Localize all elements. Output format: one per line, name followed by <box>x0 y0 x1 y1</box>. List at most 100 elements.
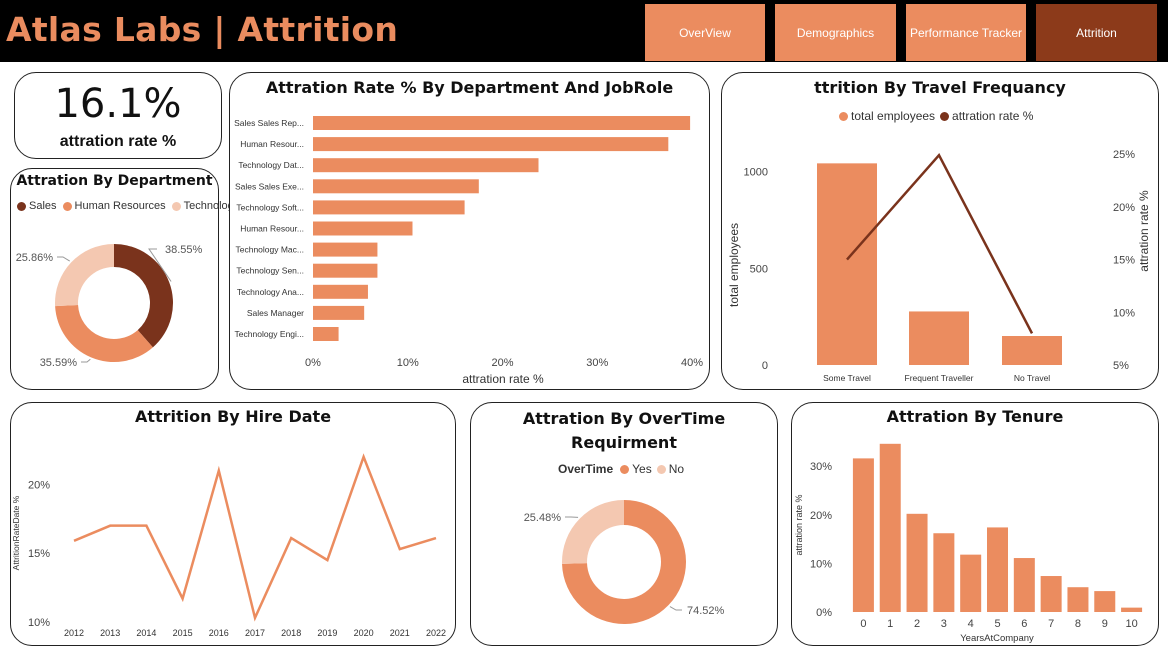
legend-label: total employees <box>851 109 936 123</box>
bar <box>1067 587 1089 612</box>
attrition-rate-line <box>73 453 437 622</box>
legend-item-yes: Yes <box>620 462 652 476</box>
slice-leader-line <box>148 248 172 282</box>
category-label: Technology Engi... <box>235 329 304 339</box>
x-tick-label: 2022 <box>426 628 446 638</box>
y-tick-label: 20% <box>28 479 50 491</box>
x-tick-label: 2020 <box>354 628 374 638</box>
bar <box>1040 576 1062 612</box>
donut-slice-technology <box>55 244 114 307</box>
y-tick-label: 15% <box>28 548 50 560</box>
slice-leader-line <box>57 256 70 262</box>
bar <box>1002 336 1062 365</box>
x-category-label: Some Travel <box>823 373 871 383</box>
hiredate-chart-title: Attrition By Hire Date <box>134 407 332 426</box>
legend-item-sales: Sales <box>17 200 57 212</box>
y-tick-label: 20% <box>810 510 832 522</box>
x-category-label: No Travel <box>1014 373 1050 383</box>
bar <box>313 284 368 299</box>
x-axis-label: YearsAtCompany <box>960 633 1034 644</box>
x-tick-label: 2019 <box>317 628 337 638</box>
department-donut-chart: 38.55% 35.59% 25.86% <box>16 244 203 369</box>
department-chart-title: Attration By Department <box>16 173 213 189</box>
bar <box>906 513 928 612</box>
y-tick-label: 10% <box>28 617 50 629</box>
tenure-bar-card: Attration By Tenure 0 1 2 3 4 5 6 7 8 9 10 0% 10% 20%… <box>791 402 1159 646</box>
y-axis-label: attration rate % <box>794 494 804 555</box>
bar <box>313 179 479 194</box>
legend-dot <box>656 464 666 474</box>
nav-overview-button[interactable]: OverView <box>645 4 765 61</box>
x-tick-label: 2012 <box>64 628 84 638</box>
bar <box>909 311 969 365</box>
y-tick-label: 0 <box>762 360 768 372</box>
bar <box>313 158 539 173</box>
overtime-donut-chart: 74.52% 25.48% <box>524 500 725 624</box>
legend-item-human-resources: Human Resources <box>62 200 166 212</box>
legend-label: Yes <box>632 462 652 476</box>
attration-rate-line <box>846 152 1034 334</box>
legend-dot <box>17 201 26 211</box>
legend-dot <box>620 464 630 474</box>
bar <box>1121 607 1143 612</box>
travel-legend: total employees attration rate % <box>839 109 1039 123</box>
category-label: Sales Sales Rep... <box>234 118 304 128</box>
y-tick-label: 0% <box>816 607 832 619</box>
x-tick-label: 0% <box>305 357 321 369</box>
y-tick-label: 500 <box>750 263 768 275</box>
category-label: Technology Soft... <box>236 202 304 212</box>
x-tick-label: 3 <box>941 618 947 630</box>
legend-item-no: No <box>656 462 685 476</box>
x-tick-label: 2017 <box>245 628 265 638</box>
category-label: Human Resour... <box>240 139 304 149</box>
tenure-chart-title: Attration By Tenure <box>886 407 1064 426</box>
nav-demographics-button[interactable]: Demographics <box>775 4 896 61</box>
bar <box>313 242 378 257</box>
y-axis-label: AttritionRateDate % <box>11 495 21 570</box>
travel-combo-chart: Some Travel Frequent Traveller No Travel 0 5… <box>727 149 1151 383</box>
slice-data-label: 25.86% <box>16 252 54 264</box>
legend-label: No <box>668 462 685 476</box>
legend-dot <box>940 111 950 121</box>
y2-tick-label: 25% <box>1113 149 1135 161</box>
bar <box>313 116 691 130</box>
bar <box>879 443 901 612</box>
category-label: Technology Dat... <box>238 160 304 170</box>
y2-tick-label: 10% <box>1113 307 1135 319</box>
slice-data-label: 38.55% <box>165 244 203 256</box>
donut-slice-human-resources <box>55 304 153 362</box>
category-label: Technology Ana... <box>237 287 304 297</box>
kpi-label: attration rate % <box>59 133 177 150</box>
y-tick-label: 10% <box>810 558 832 570</box>
bar <box>987 527 1008 612</box>
bar <box>817 163 877 365</box>
overtime-chart-title: Attration By OverTime Requirment <box>522 409 726 452</box>
jobrole-bar-card: Attration Rate % By Department And JobRo… <box>229 72 710 390</box>
nav-attrition-button[interactable]: Attrition <box>1036 4 1157 61</box>
x-tick-label: 7 <box>1048 618 1054 630</box>
slice-leader-line <box>669 606 682 611</box>
category-label: Technology Mac... <box>235 245 304 255</box>
legend-title: OverTime <box>558 462 614 476</box>
x-tick-label: 8 <box>1075 618 1081 630</box>
legend-item-technology: Technology <box>171 200 239 212</box>
x-tick-label: 20% <box>491 357 513 369</box>
bar <box>313 221 413 236</box>
department-donut-card: Attration By Department Sales Human Reso… <box>10 168 239 390</box>
bar <box>852 458 874 612</box>
y2-tick-label: 15% <box>1113 255 1135 267</box>
nav-performance-tracker-button[interactable]: Performance Tracker <box>906 4 1026 61</box>
x-tick-label: 2016 <box>209 628 229 638</box>
bar <box>1094 591 1116 612</box>
legend-dot <box>62 201 72 211</box>
legend-item-total-employees: total employees <box>839 109 935 123</box>
donut-slice-no <box>562 500 624 564</box>
app-title: Atlas Labs | Attrition <box>6 10 399 49</box>
y-tick-label: 1000 <box>744 167 768 179</box>
kpi-card: 16.1% attration rate % <box>14 72 222 159</box>
overtime-donut-card: Attration By OverTime Requirment OverTim… <box>470 402 778 646</box>
overtime-legend: OverTime Yes No <box>558 462 690 476</box>
category-label: Technology Sen... <box>236 266 304 276</box>
legend-label: attration rate % <box>952 109 1034 123</box>
hiredate-line-chart: 2012 2013 2014 2015 2016 2017 2018 2019 2020 2021… <box>11 453 446 638</box>
